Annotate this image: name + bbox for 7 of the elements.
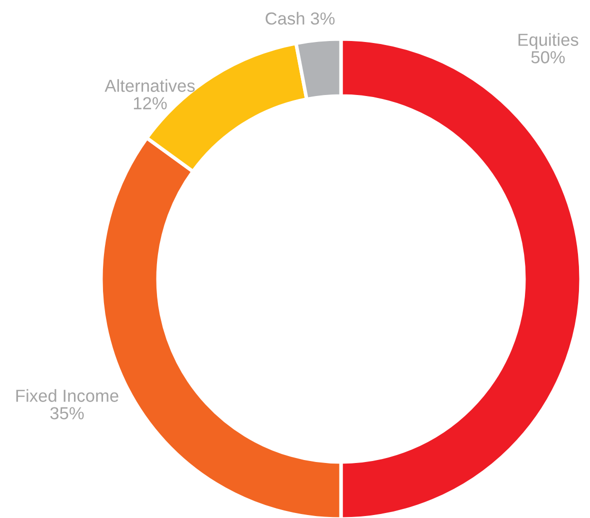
data-label: 50% — [531, 51, 565, 64]
slice-label: Equities — [518, 33, 578, 50]
slice-label: Alternatives — [104, 79, 195, 92]
slice-label: Fixed Income — [16, 389, 118, 402]
slice-label: Cash 3% — [266, 12, 335, 25]
data-label: 35% — [50, 407, 84, 420]
data-label: 12% — [134, 97, 167, 110]
